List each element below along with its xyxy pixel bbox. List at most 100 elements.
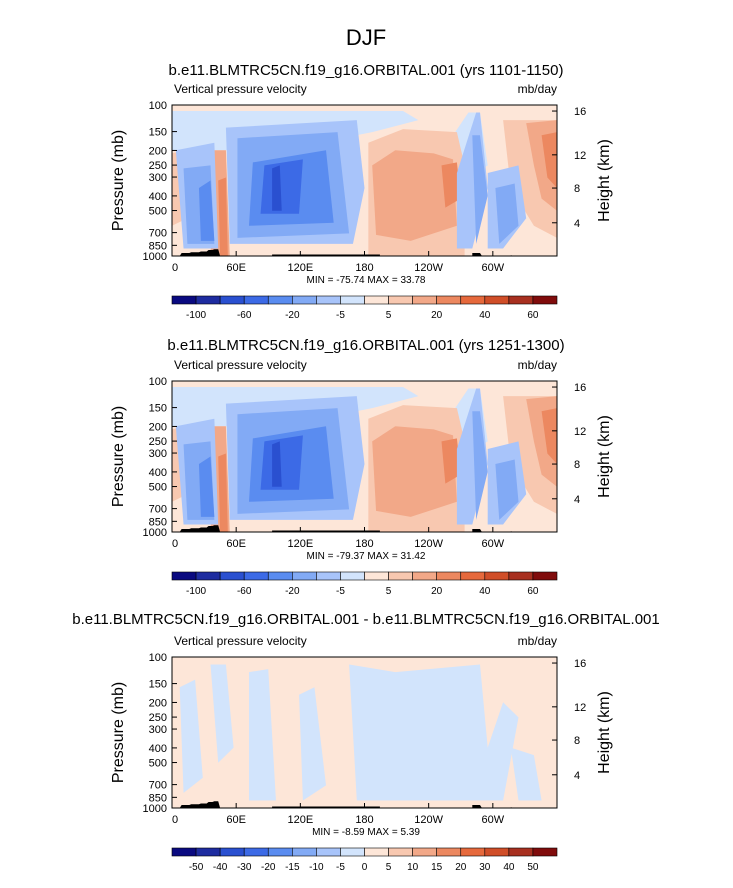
x-tick-label: 60W bbox=[482, 262, 505, 274]
y-tick-label: 500 bbox=[149, 206, 167, 218]
colorbar-swatch bbox=[364, 295, 389, 305]
y-tick-label: 700 bbox=[149, 228, 167, 240]
right-label: mb/day bbox=[518, 358, 557, 372]
colorbar-swatch bbox=[532, 571, 558, 581]
colorbar-label: -20 bbox=[285, 586, 300, 597]
x-tick-label: 0 bbox=[172, 814, 178, 826]
colorbar-swatch bbox=[484, 847, 510, 857]
contour-band bbox=[198, 456, 215, 517]
colorbar-label: -60 bbox=[237, 310, 252, 321]
colorbar-swatch bbox=[267, 571, 293, 581]
colorbar-label: 15 bbox=[431, 862, 443, 873]
x-tick-label: 180 bbox=[355, 538, 373, 550]
x-tick-label: 60E bbox=[226, 262, 246, 274]
y-tick-label: 1000 bbox=[143, 803, 167, 815]
colorbar-swatch bbox=[388, 847, 413, 857]
colorbar-swatch bbox=[388, 571, 413, 581]
y-axis-label: Pressure (mb) bbox=[110, 406, 127, 507]
right-label: mb/day bbox=[518, 634, 557, 648]
contour-band bbox=[441, 162, 461, 208]
x-tick-label: 120E bbox=[287, 262, 313, 274]
colorbar-swatch bbox=[243, 571, 269, 581]
min-max-stats: MIN = -79.37 MAX = 31.42 bbox=[307, 551, 426, 562]
terrain-mask bbox=[172, 801, 515, 808]
contour-band bbox=[372, 150, 457, 241]
y-tick-label: 700 bbox=[149, 504, 167, 516]
y2-axis-label: Height (km) bbox=[596, 415, 613, 498]
panel-3: b.e11.BLMTRC5CN.f19_g16.ORBITAL.001 - b.… bbox=[72, 611, 660, 873]
y2-tick-label: 12 bbox=[574, 426, 586, 438]
y2-tick-label: 12 bbox=[574, 702, 586, 714]
colorbar-label: -5 bbox=[336, 310, 345, 321]
y2-tick-label: 16 bbox=[574, 382, 586, 394]
min-max-stats: MIN = -75.74 MAX = 33.78 bbox=[307, 275, 426, 286]
y-tick-label: 700 bbox=[149, 780, 167, 792]
contour-band bbox=[510, 747, 542, 801]
colorbar-label: 50 bbox=[527, 862, 539, 873]
colorbar-swatch bbox=[219, 295, 245, 305]
x-tick-label: 0 bbox=[172, 262, 178, 274]
contour-band bbox=[218, 177, 228, 256]
colorbar-swatch bbox=[364, 847, 389, 857]
colorbar-swatch bbox=[412, 847, 437, 857]
y-tick-label: 400 bbox=[149, 191, 167, 203]
contour-band bbox=[272, 441, 282, 487]
contour-band bbox=[372, 426, 457, 517]
y2-tick-label: 16 bbox=[574, 658, 586, 670]
x-tick-label: 120W bbox=[414, 814, 443, 826]
colorbar-swatch bbox=[508, 571, 534, 581]
y2-tick-label: 4 bbox=[574, 770, 580, 782]
x-tick-label: 60E bbox=[226, 814, 246, 826]
contour-band bbox=[441, 438, 461, 484]
contour-band bbox=[249, 669, 276, 801]
panel-title: b.e11.BLMTRC5CN.f19_g16.ORBITAL.001 (yrs… bbox=[169, 62, 564, 79]
y-tick-label: 850 bbox=[149, 516, 167, 528]
y-tick-label: 150 bbox=[149, 403, 167, 415]
colorbar-swatch bbox=[508, 847, 534, 857]
colorbar-swatch bbox=[243, 295, 269, 305]
colorbar: -50 -40 -30 -20 -15 -10 -5 0 5 10 15 20 30 40 50 bbox=[171, 847, 558, 873]
contour-band bbox=[472, 411, 488, 520]
contour-band bbox=[495, 183, 519, 244]
y2-tick-label: 12 bbox=[574, 150, 586, 162]
y-tick-label: 150 bbox=[149, 679, 167, 691]
contour-band bbox=[541, 408, 557, 465]
colorbar-swatch bbox=[292, 847, 317, 857]
y-tick-label: 200 bbox=[149, 697, 167, 709]
colorbar-swatch bbox=[460, 571, 486, 581]
y-tick-label: 100 bbox=[149, 652, 167, 664]
y-tick-label: 400 bbox=[149, 743, 167, 755]
y-tick-label: 850 bbox=[149, 792, 167, 804]
y-tick-label: 300 bbox=[149, 172, 167, 184]
contour-band bbox=[260, 159, 303, 214]
x-tick-label: 180 bbox=[355, 262, 373, 274]
contour-band bbox=[349, 664, 519, 801]
y2-tick-label: 8 bbox=[574, 183, 580, 195]
colorbar-swatch bbox=[316, 295, 341, 305]
colorbar-swatch bbox=[388, 295, 413, 305]
y-tick-label: 300 bbox=[149, 448, 167, 460]
colorbar-label: -50 bbox=[189, 862, 204, 873]
contour-field bbox=[172, 381, 557, 532]
colorbar-swatch bbox=[460, 295, 486, 305]
colorbar-swatch bbox=[195, 847, 221, 857]
y-tick-label: 300 bbox=[149, 724, 167, 736]
y2-tick-label: 8 bbox=[574, 459, 580, 471]
left-label: Vertical pressure velocity bbox=[174, 82, 307, 96]
colorbar-label: 30 bbox=[479, 862, 491, 873]
panel-title: b.e11.BLMTRC5CN.f19_g16.ORBITAL.001 (yrs… bbox=[167, 337, 564, 354]
min-max-stats: MIN = -8.59 MAX = 5.39 bbox=[312, 827, 420, 838]
colorbar-swatch bbox=[219, 571, 245, 581]
colorbar-swatch bbox=[292, 295, 317, 305]
colorbar-swatch bbox=[171, 571, 197, 581]
x-tick-label: 120E bbox=[287, 814, 313, 826]
x-tick-label: 60E bbox=[226, 538, 246, 550]
contour-band bbox=[179, 679, 203, 793]
y-tick-label: 500 bbox=[149, 482, 167, 494]
colorbar-label: 40 bbox=[503, 862, 515, 873]
colorbar-swatch bbox=[219, 847, 245, 857]
y-tick-label: 100 bbox=[149, 100, 167, 112]
y-tick-label: 250 bbox=[149, 160, 167, 172]
colorbar-swatch bbox=[195, 295, 221, 305]
colorbar-swatch bbox=[316, 847, 341, 857]
